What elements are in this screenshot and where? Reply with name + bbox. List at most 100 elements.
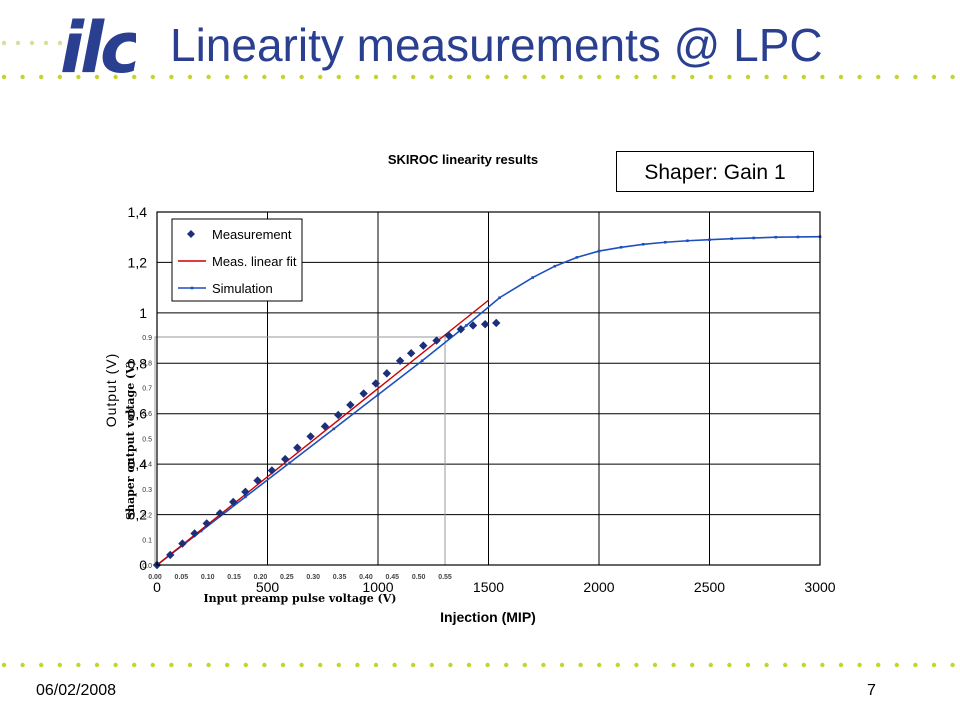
decor-dot — [57, 662, 62, 668]
simulation-point — [708, 238, 711, 242]
page-number: 7 — [867, 682, 876, 699]
decor-dot — [857, 662, 862, 668]
ilc-logo: ilc ilc — [60, 7, 136, 84]
decor-dot — [485, 74, 490, 80]
decor-dot — [559, 662, 565, 668]
overlay-x-tick-label: 0.10 — [201, 574, 215, 581]
decor-dot — [76, 74, 81, 80]
decor-dot — [671, 74, 676, 80]
decor-dot — [29, 40, 35, 46]
x-tick-label: 500 — [256, 579, 280, 595]
simulation-point — [553, 264, 557, 268]
overlay-y-tick-label: 0.5 — [142, 436, 152, 443]
x-tick-label: 1000 — [362, 579, 393, 595]
decor-dot — [541, 74, 546, 80]
measurement-point — [395, 356, 405, 365]
decor-dot — [1, 40, 7, 46]
decor-dot — [801, 74, 806, 80]
decor-dot — [94, 74, 100, 80]
decor-dot — [931, 662, 937, 668]
overlay-x-tick-label: 0.00 — [148, 574, 162, 581]
measurement-point — [406, 349, 416, 358]
decor-dot — [671, 662, 676, 668]
overlay-y-tick-label: 0.6 — [142, 411, 152, 418]
overlay-x-tick-label: 0.50 — [412, 574, 426, 581]
overlay-x-tick-label: 0.05 — [175, 574, 189, 581]
overlay-y-tick-label: 0.9 — [142, 335, 152, 342]
decor-dot — [931, 74, 937, 80]
measurement-point — [320, 422, 330, 431]
measurement-point — [432, 336, 441, 345]
decor-dot — [894, 662, 899, 668]
y-tick-label: 1 — [139, 305, 147, 321]
x-tick-label: 3000 — [804, 579, 835, 595]
decor-dot — [838, 74, 844, 80]
overlay-y-tick-label: 0.4 — [142, 462, 152, 469]
legend-marker-measurement — [187, 230, 195, 238]
measurement-point — [253, 476, 262, 485]
simulation-point — [498, 296, 501, 300]
simulation-point — [686, 239, 689, 243]
decor-dot — [206, 74, 211, 80]
simulation-point — [619, 246, 623, 249]
measurement-point — [371, 379, 380, 388]
decor-dot — [243, 74, 248, 80]
simulation-point — [420, 359, 424, 363]
y-tick-label: 0,4 — [128, 456, 148, 472]
decor-dot — [373, 662, 379, 668]
decor-dot — [336, 662, 341, 668]
decor-dot — [708, 74, 713, 80]
decor-dot — [727, 662, 732, 668]
decor-dot — [57, 40, 63, 46]
simulation-point — [641, 242, 645, 246]
simulation-point — [575, 256, 579, 259]
y-tick-label: 0,8 — [128, 355, 148, 371]
decor-dot — [169, 74, 174, 80]
decor-dot — [745, 74, 751, 80]
decor-dot — [876, 74, 881, 80]
overlay-y-axis-label: Shaper output voltage (V) — [124, 360, 137, 520]
decor-dot — [113, 74, 118, 80]
decor-dot — [20, 74, 25, 80]
decor-dot — [150, 662, 155, 668]
decor-dot — [504, 662, 509, 668]
decor-dot — [43, 40, 49, 46]
decor-dot — [801, 662, 806, 668]
overlay-chart: 0.0 0.1 0.2 0.3 0.4 0.5 0.6 0.7 0.8 0.9 0.00 0.05 0.… — [142, 335, 452, 581]
x-axis-label: Injection (MIP) — [440, 609, 536, 625]
page-title: Linearity measurements @ LPC — [170, 19, 823, 71]
measurement-point — [280, 454, 290, 464]
decor-dot — [857, 74, 862, 80]
measurement-point — [444, 331, 453, 340]
decor-dot — [280, 74, 286, 80]
measurement-point — [229, 497, 238, 507]
decor-dot — [615, 662, 620, 668]
measurement-point — [419, 341, 428, 350]
overlay-y-tick-label: 0.1 — [142, 538, 152, 545]
measurement-point — [267, 466, 277, 475]
overlay-x-tick-label: 0.40 — [359, 574, 373, 581]
measurement-point — [166, 550, 175, 560]
simulation-point — [465, 324, 468, 327]
decor-dot — [448, 662, 453, 668]
decor-dot — [578, 662, 583, 668]
decor-dot — [950, 662, 955, 668]
measurement-point — [456, 325, 466, 334]
decor-dot — [727, 74, 732, 80]
legend-marker-simulation — [190, 286, 194, 290]
decor-dot — [950, 74, 955, 80]
decor-dot — [504, 74, 509, 80]
decor-dot — [336, 74, 341, 80]
simulation-point — [376, 393, 380, 397]
decor-dot — [392, 74, 397, 80]
decor-dot — [485, 662, 490, 668]
overlay-x-tick-label: 0.45 — [385, 574, 399, 581]
decor-dot — [913, 662, 918, 668]
legend-label: Meas. linear fit — [212, 254, 297, 269]
decor-dot — [615, 74, 620, 80]
simulation-point — [244, 495, 247, 499]
decor-dot — [745, 662, 751, 668]
measurement-point — [293, 443, 302, 452]
chart-legend: Measurement Meas. linear fit Simulation — [171, 218, 303, 302]
